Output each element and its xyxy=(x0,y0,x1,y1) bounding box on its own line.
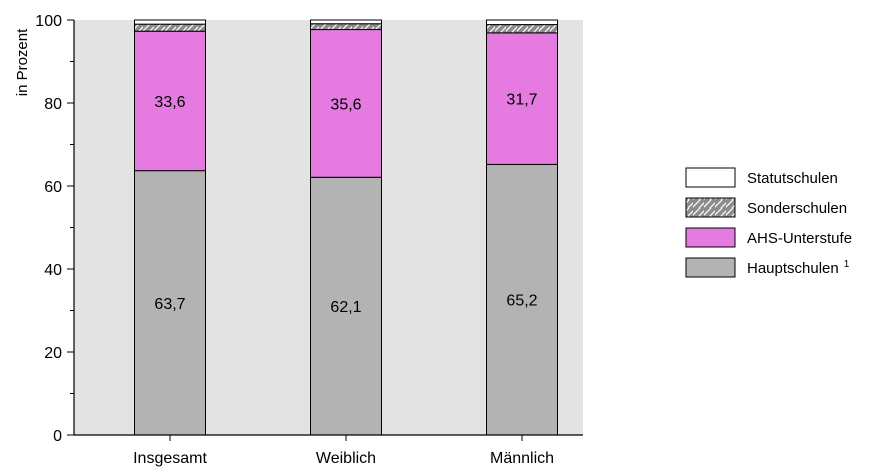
data-label-hauptschulen-weiblich: 62,1 xyxy=(330,299,361,316)
data-label-ahs-unterstufe-weiblich: 35,6 xyxy=(330,96,361,113)
x-tick-label-insgesamt: Insgesamt xyxy=(133,450,207,467)
y-tick-label-20: 20 xyxy=(44,345,62,362)
y-tick-label-80: 80 xyxy=(44,96,62,113)
y-tick-label-60: 60 xyxy=(44,179,62,196)
data-label-ahs-unterstufe-mannlich: 31,7 xyxy=(506,92,537,109)
legend-swatch-ahs-unterstufe xyxy=(685,227,736,248)
y-axis-title: in Prozent xyxy=(14,28,31,96)
legend-swatch-statutschulen xyxy=(685,167,736,188)
x-tick-label-mannlich: Männlich xyxy=(490,450,554,467)
y-tick-label-40: 40 xyxy=(44,262,62,279)
bar-segment-hauptschulen-insgesamt xyxy=(134,170,206,436)
data-label-ahs-unterstufe-insgesamt: 33,6 xyxy=(154,94,185,111)
bar-segment-statutschulen-weiblich xyxy=(310,19,382,25)
legend-label-statutschulen: Statutschulen xyxy=(747,170,838,187)
legend-label-ahs-unterstufe: AHS-Unterstufe xyxy=(747,230,852,247)
data-label-hauptschulen-mannlich: 65,2 xyxy=(506,293,537,310)
y-tick-label-100: 100 xyxy=(35,13,62,30)
bar-segment-hauptschulen-weiblich xyxy=(310,176,382,436)
legend: Statutschulen Sonderschulen AHS-Unterstufe… xyxy=(685,167,852,278)
bar-segment-ahs-unterstufe-weiblich xyxy=(310,29,382,178)
bar-segment-statutschulen-insgesamt xyxy=(134,19,206,25)
bar-segment-sonderschulen-weiblich xyxy=(310,23,382,31)
bar-segment-ahs-unterstufe-mannlich xyxy=(486,32,558,165)
bar-segment-statutschulen-mannlich xyxy=(486,19,558,26)
axes: Insgesamt Weiblich Männlich 0 20 40 60 80 100in … xyxy=(14,13,583,467)
plot-area: 63,7 33,6 62,1 35,6 65,2 31,7 xyxy=(74,19,583,436)
legend-swatch-hauptschulen xyxy=(685,257,736,278)
legend-footnote-marker: 1 xyxy=(844,259,850,270)
x-tick-label-weiblich: Weiblich xyxy=(316,450,376,467)
data-label-hauptschulen-insgesamt: 63,7 xyxy=(154,296,185,313)
bar-segment-sonderschulen-insgesamt xyxy=(134,23,206,32)
legend-label-hauptschulen: Hauptschulen 1 xyxy=(747,259,850,277)
bar-segment-sonderschulen-mannlich xyxy=(486,24,558,34)
y-tick-label-0: 0 xyxy=(53,428,62,445)
legend-swatch-sonderschulen xyxy=(685,197,736,218)
legend-label-sonderschulen: Sonderschulen xyxy=(747,200,847,217)
